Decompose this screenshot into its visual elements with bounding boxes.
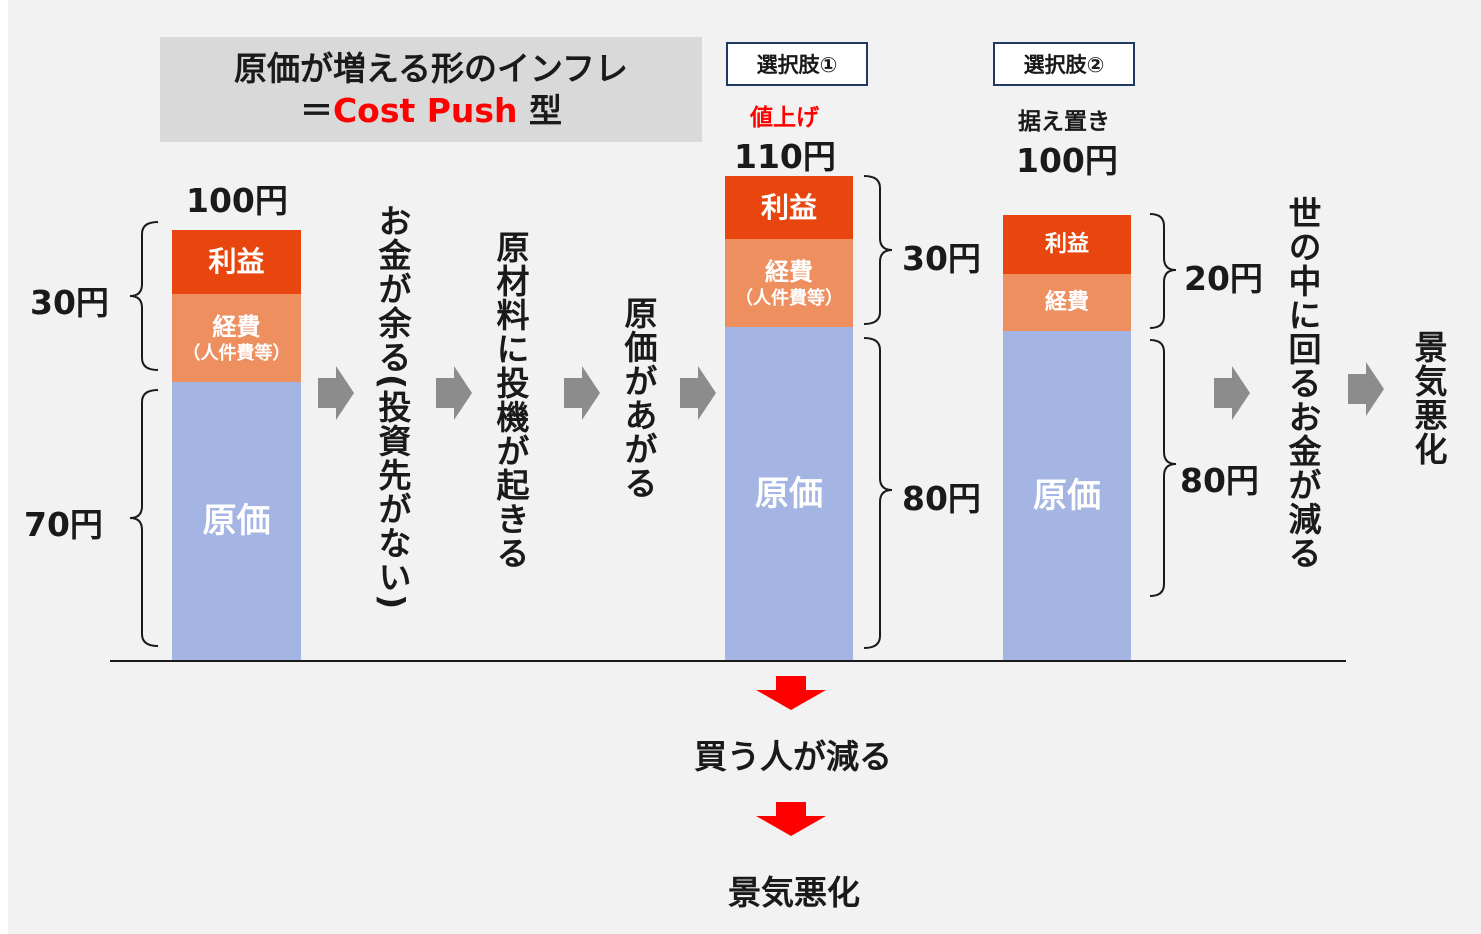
option1-expense-label: 経費: [765, 258, 813, 286]
option2-flow-step-2: 景気悪化: [1409, 330, 1448, 466]
bar1-left-braces: [129, 221, 159, 647]
bar1-expense-label: 経費: [212, 313, 261, 341]
bar1-profit-segment: 利益: [172, 230, 301, 294]
flow-arrow-3: [564, 366, 600, 420]
bar1-cost-segment: 原価: [172, 382, 301, 660]
flow-step-3: 原価があがる: [619, 296, 658, 500]
option1-profit-segment: 利益: [725, 176, 853, 239]
title-line2: ＝Cost Push 型: [300, 90, 562, 132]
option2-flow-arrow-2: [1348, 362, 1384, 416]
option1-right-braces: [863, 175, 893, 649]
option2-right-braces: [1149, 213, 1177, 597]
option1-flow-step-2: 景気悪化: [728, 873, 860, 912]
option2-lower-amount: 80円: [1180, 461, 1259, 500]
title-line1: 原価が増える形のインフレ: [233, 48, 629, 88]
option2-expense-label: 経費: [1044, 289, 1089, 315]
flow-arrow-1: [318, 366, 354, 420]
bar1-cost-label: 原価: [202, 501, 271, 541]
option2-tag: 選択肢②: [993, 42, 1135, 86]
flow-arrow-2: [436, 366, 472, 420]
option1-expense-segment: 経費 （人件費等）: [725, 239, 853, 327]
option2-cost-segment: 原価: [1003, 331, 1131, 660]
option2-profit-label: 利益: [1044, 231, 1089, 257]
flow-step-1: お金が余る(投資先がない): [373, 204, 412, 611]
option1-cost-label: 原価: [755, 473, 823, 514]
option1-expense-sub-label: （人件費等）: [735, 288, 843, 309]
option2-expense-segment: 経費: [1003, 274, 1131, 331]
option1-action: 値上げ: [750, 105, 819, 131]
option1-total-label: 110円: [734, 137, 836, 176]
bar1-expense-segment: 経費 （人件費等）: [172, 294, 301, 382]
diagram-canvas: 原価が増える形のインフレ ＝Cost Push 型 100円 利益 経費 （人件…: [8, 0, 1481, 934]
chart-baseline: [110, 660, 1346, 662]
bar1-lower-amount: 70円: [24, 505, 103, 544]
option2-flow-arrow-1: [1214, 366, 1250, 420]
option1-tag: 選択肢①: [726, 42, 868, 86]
bar1-profit-label: 利益: [208, 245, 265, 278]
option1-lower-amount: 80円: [902, 479, 981, 518]
option2-profit-segment: 利益: [1003, 215, 1131, 274]
title-type: 型: [517, 90, 563, 130]
option1-profit-label: 利益: [760, 190, 817, 224]
diagram-title: 原価が増える形のインフレ ＝Cost Push 型: [160, 37, 702, 142]
option1-cost-segment: 原価: [725, 327, 853, 660]
option1-down-arrow-2: [756, 802, 826, 836]
option2-action: 据え置き: [1018, 109, 1110, 135]
option2-cost-label: 原価: [1033, 475, 1101, 516]
title-equals: ＝: [299, 90, 333, 130]
bar1-expense-sub-label: （人件費等）: [182, 343, 291, 364]
flow-arrow-4: [680, 366, 716, 420]
option1-down-arrow-1: [756, 676, 826, 710]
bar1-upper-amount: 30円: [30, 283, 109, 322]
bar1-total-label: 100円: [186, 181, 288, 220]
flow-step-2: 原材料に投機が起きる: [491, 230, 530, 570]
option2-upper-amount: 20円: [1184, 259, 1263, 298]
title-cost-push: Cost Push: [332, 90, 518, 130]
option2-total-label: 100円: [1016, 141, 1118, 180]
option1-upper-amount: 30円: [902, 239, 981, 278]
option1-flow-step-1: 買う人が減る: [694, 737, 892, 776]
option2-flow-step-1: 世の中に回るお金が減る: [1283, 196, 1322, 570]
